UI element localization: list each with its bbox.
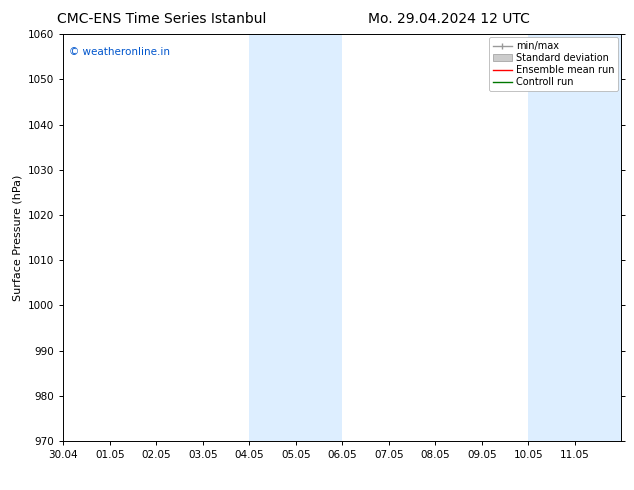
Text: © weatheronline.in: © weatheronline.in bbox=[69, 47, 170, 56]
Bar bbox=[249, 34, 296, 441]
Bar bbox=[575, 34, 621, 441]
Text: CMC-ENS Time Series Istanbul: CMC-ENS Time Series Istanbul bbox=[57, 12, 266, 26]
Y-axis label: Surface Pressure (hPa): Surface Pressure (hPa) bbox=[13, 174, 23, 301]
Bar bbox=[528, 34, 575, 441]
Text: Mo. 29.04.2024 12 UTC: Mo. 29.04.2024 12 UTC bbox=[368, 12, 529, 26]
Legend: min/max, Standard deviation, Ensemble mean run, Controll run: min/max, Standard deviation, Ensemble me… bbox=[489, 37, 618, 91]
Bar bbox=[296, 34, 342, 441]
